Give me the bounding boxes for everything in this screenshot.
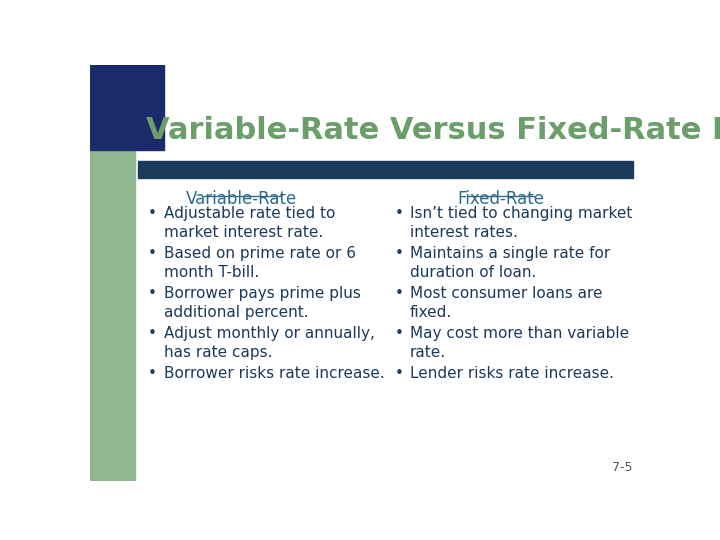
Bar [138, 161, 632, 178]
Text: Most consumer loans are
fixed.: Most consumer loans are fixed. [410, 286, 603, 320]
Text: 7-5: 7-5 [612, 462, 632, 475]
Text: Variable-Rate: Variable-Rate [186, 190, 297, 207]
Text: •: • [148, 246, 157, 261]
Text: •: • [395, 366, 403, 381]
Text: Adjust monthly or annually,
has rate caps.: Adjust monthly or annually, has rate cap… [163, 326, 374, 360]
Text: Variable-Rate Versus Fixed-Rate Loans: Variable-Rate Versus Fixed-Rate Loans [145, 116, 720, 145]
Text: •: • [148, 326, 157, 341]
Text: •: • [148, 206, 157, 221]
Text: May cost more than variable
rate.: May cost more than variable rate. [410, 326, 629, 360]
Text: Maintains a single rate for
duration of loan.: Maintains a single rate for duration of … [410, 246, 611, 280]
Text: •: • [395, 326, 403, 341]
Text: Borrower pays prime plus
additional percent.: Borrower pays prime plus additional perc… [163, 286, 361, 320]
Bar [90, 65, 135, 481]
Text: Based on prime rate or 6
month T-bill.: Based on prime rate or 6 month T-bill. [163, 246, 356, 280]
Text: •: • [395, 286, 403, 301]
Bar [90, 65, 163, 150]
Text: •: • [395, 246, 403, 261]
Text: Adjustable rate tied to
market interest rate.: Adjustable rate tied to market interest … [163, 206, 335, 240]
Text: Borrower risks rate increase.: Borrower risks rate increase. [163, 366, 384, 381]
Text: Fixed-Rate: Fixed-Rate [457, 190, 544, 207]
Text: Lender risks rate increase.: Lender risks rate increase. [410, 366, 614, 381]
Text: •: • [148, 286, 157, 301]
Text: •: • [148, 366, 157, 381]
Text: Isn’t tied to changing market
interest rates.: Isn’t tied to changing market interest r… [410, 206, 632, 240]
Text: •: • [395, 206, 403, 221]
